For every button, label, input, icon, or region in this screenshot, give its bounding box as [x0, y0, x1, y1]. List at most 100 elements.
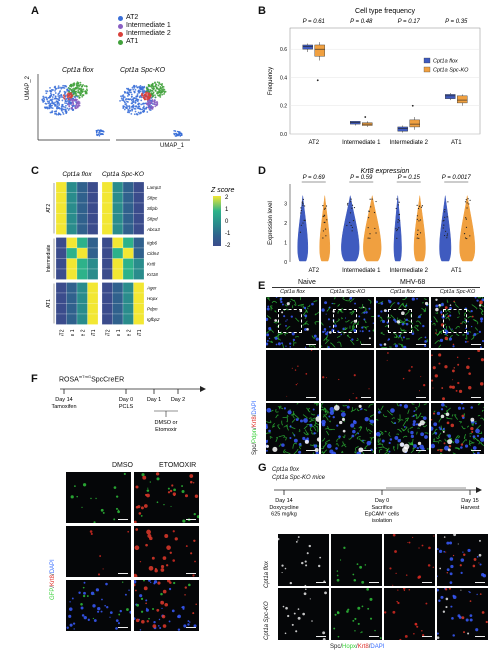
gene-label: Krt18: [147, 272, 158, 277]
jitter-point: [416, 204, 418, 206]
panel-f-micrograph: [66, 526, 131, 577]
colorbar-tick: 2: [225, 195, 229, 201]
box: [302, 44, 313, 50]
zscore-colorbar: [213, 196, 221, 246]
heatmap-cell: [133, 181, 145, 193]
panel-e-micrograph: [321, 297, 374, 348]
panel-e-col-title: Cpt1a flox: [280, 289, 305, 295]
panel-g-micrograph: [384, 588, 435, 640]
panel-g-micrograph: [331, 534, 382, 586]
jitter-point: [464, 237, 467, 239]
jitter-point: [416, 215, 419, 217]
zoom-region-box: [278, 309, 302, 333]
jitter-point: [347, 202, 349, 205]
jitter-point: [324, 228, 327, 230]
scale-bar: [361, 344, 371, 345]
heatmap-cell: [112, 292, 124, 304]
jitter-point: [375, 200, 377, 203]
panel-f-stain-label: GFP/Krt8/DAPI: [50, 559, 56, 600]
mhv68-bracket: [372, 287, 480, 288]
panel-a-legend: AT2 Intermediate 1 Intermediate 2 AT1: [118, 14, 171, 46]
jitter-point: [446, 216, 448, 218]
zoom-region-box: [388, 309, 412, 333]
scale-bar: [416, 344, 426, 345]
heatmap-col-title: Cpt1a flox: [62, 171, 92, 178]
jitter-point: [301, 201, 304, 203]
legend-swatch: [423, 57, 431, 64]
jitter-point: [398, 227, 400, 229]
heatmap-cell: [133, 313, 145, 325]
scale-bar: [369, 582, 379, 583]
gene-label: Sftpd: [147, 217, 158, 222]
timeline-day: Day 1: [147, 397, 161, 403]
heatmap-cell: [133, 202, 145, 214]
legend-label: Cpt1a Spc-KO: [433, 68, 469, 74]
heatmap-cell: [101, 213, 113, 225]
stain-label-part: /: [368, 644, 371, 650]
group-label: Intermediate: [46, 244, 52, 272]
jitter-point: [302, 202, 304, 205]
box: [314, 44, 325, 57]
heatmap-cell: [55, 202, 67, 214]
y-tick-label: 0.4: [280, 75, 287, 81]
heatmap-cell: [101, 202, 113, 214]
jitter-point: [322, 230, 325, 232]
heatmap-cell: [112, 313, 124, 325]
column-label: AT1: [137, 329, 143, 336]
heatmap-cell: [76, 192, 88, 204]
timeline-day: Day 0: [119, 397, 133, 403]
heatmap-cell: [87, 268, 99, 280]
jitter-point: [465, 218, 467, 220]
violin-shape: [341, 195, 360, 262]
outlier-point: [411, 104, 414, 107]
stain-label-part: DAPI: [370, 644, 385, 650]
column-label: AT2: [59, 329, 65, 336]
jitter-point: [468, 203, 470, 205]
panel-a-letter: A: [31, 5, 39, 17]
timeline-event: isolation: [372, 518, 392, 524]
heatmap-cell: [133, 258, 145, 270]
chart-title: Cell type frequency: [355, 8, 415, 15]
panel-g-micrograph: [278, 534, 329, 586]
jitter-point: [420, 206, 423, 208]
jitter-point: [367, 217, 370, 219]
chart-title: Krt8 expression: [361, 168, 410, 175]
heatmap-cell: [112, 303, 124, 315]
violin-shape: [297, 195, 309, 262]
jitter-point: [302, 222, 304, 224]
panel-e-col-title: Cpt1a Spc-KO: [329, 289, 366, 295]
jitter-point: [418, 220, 420, 222]
heatmap-cell: [101, 303, 113, 315]
timeline-day: Day 14: [55, 397, 72, 403]
heatmap-cell: [66, 202, 78, 214]
scale-bar: [471, 450, 481, 451]
violin-shape: [459, 195, 476, 262]
timeline-event: Sacrifice: [371, 505, 392, 511]
jitter-point: [446, 235, 448, 237]
heatmap-cell: [55, 181, 67, 193]
gene-label: Itgb6: [147, 241, 158, 246]
group-label: AT1: [46, 299, 52, 308]
stain-label-part: /: [356, 644, 358, 650]
jitter-point: [396, 230, 398, 232]
x-tick-label: AT1: [451, 140, 462, 146]
heatmap-cell: [122, 237, 134, 249]
umap-title-ko: Cpt1a Spc-KO: [120, 67, 166, 74]
jitter-point: [300, 212, 302, 214]
jitter-point: [349, 212, 352, 214]
heatmap-cell: [101, 282, 113, 294]
jitter-point: [396, 198, 398, 200]
jitter-point: [300, 209, 302, 212]
legend-item: Intermediate 1: [118, 22, 171, 30]
box: [409, 119, 420, 128]
heatmap-cell: [76, 202, 88, 214]
heatmap-cell: [122, 303, 134, 315]
gene-label: Cldn4: [147, 251, 159, 256]
heatmap-cell: [76, 258, 88, 270]
heatmap-cell: [112, 223, 124, 235]
scale-bar: [316, 582, 326, 583]
jitter-point: [463, 233, 466, 235]
stain-label-part: /: [50, 585, 56, 588]
legend-dot: [118, 23, 123, 29]
